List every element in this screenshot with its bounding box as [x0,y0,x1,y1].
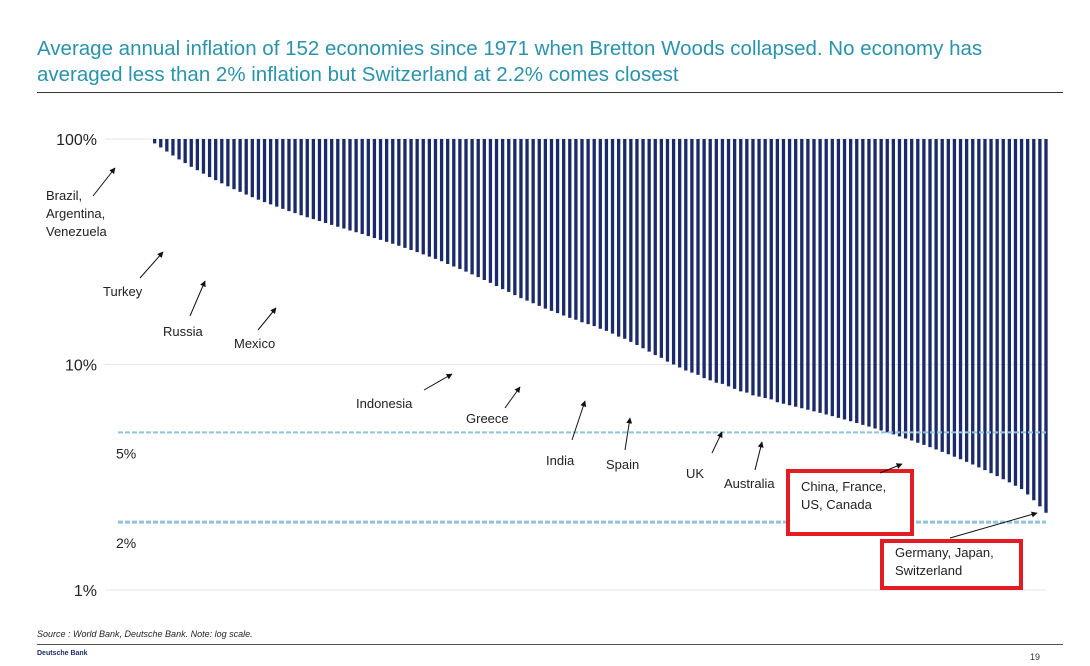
annotation-arrow [754,441,764,471]
annotation-label: Turkey [103,284,143,299]
annotation-label: Indonesia [356,396,413,411]
annotation-label: Greece [466,411,509,426]
page-number: 19 [1030,652,1041,662]
annotation-arrow [711,431,723,454]
inflation-chart: 5% 2% 100% 10% 1% Brazil, Argentina, Venezuel… [46,132,1048,600]
annotation-arrow [189,280,206,317]
annotation-label: China, France, US, Canada [801,479,886,512]
annotation-arrow [139,251,164,279]
reference-line-label: 5% [116,445,136,461]
annotation-arrow [624,417,633,451]
annotation-label: UK [686,466,704,481]
source-note: Source : World Bank, Deutsche Bank. Note… [37,629,253,639]
annotation-label: Mexico [234,336,275,351]
brand-logo-text: Deutsche Bank [37,650,88,657]
y-tick-label: 1% [74,583,97,600]
annotation-arrow [257,307,277,331]
annotation-label: Spain [606,457,639,472]
annotation-label: Australia [724,476,775,491]
annotation-arrow [423,373,453,391]
y-tick-label: 10% [65,358,97,375]
annotation-label: Brazil, Argentina, Venezuela [46,188,107,239]
title-divider [37,92,1063,93]
annotation-arrow [504,386,521,409]
annotation-arrow [879,463,903,474]
annotation-label: Germany, Japan, Switzerland [895,545,994,578]
annotation-arrow [92,167,116,197]
annotation-label: India [546,453,575,468]
y-tick-label: 100% [56,132,97,149]
reference-line-label: 2% [116,535,136,551]
annotation-label: Russia [163,324,204,339]
chart-title: Average annual inflation of 152 economie… [37,37,983,86]
annotation-arrow [571,400,587,441]
highlight-box [786,469,914,536]
highlight-box [880,539,1023,590]
footer-divider [37,644,1063,645]
annotation-arrow [949,511,1038,539]
